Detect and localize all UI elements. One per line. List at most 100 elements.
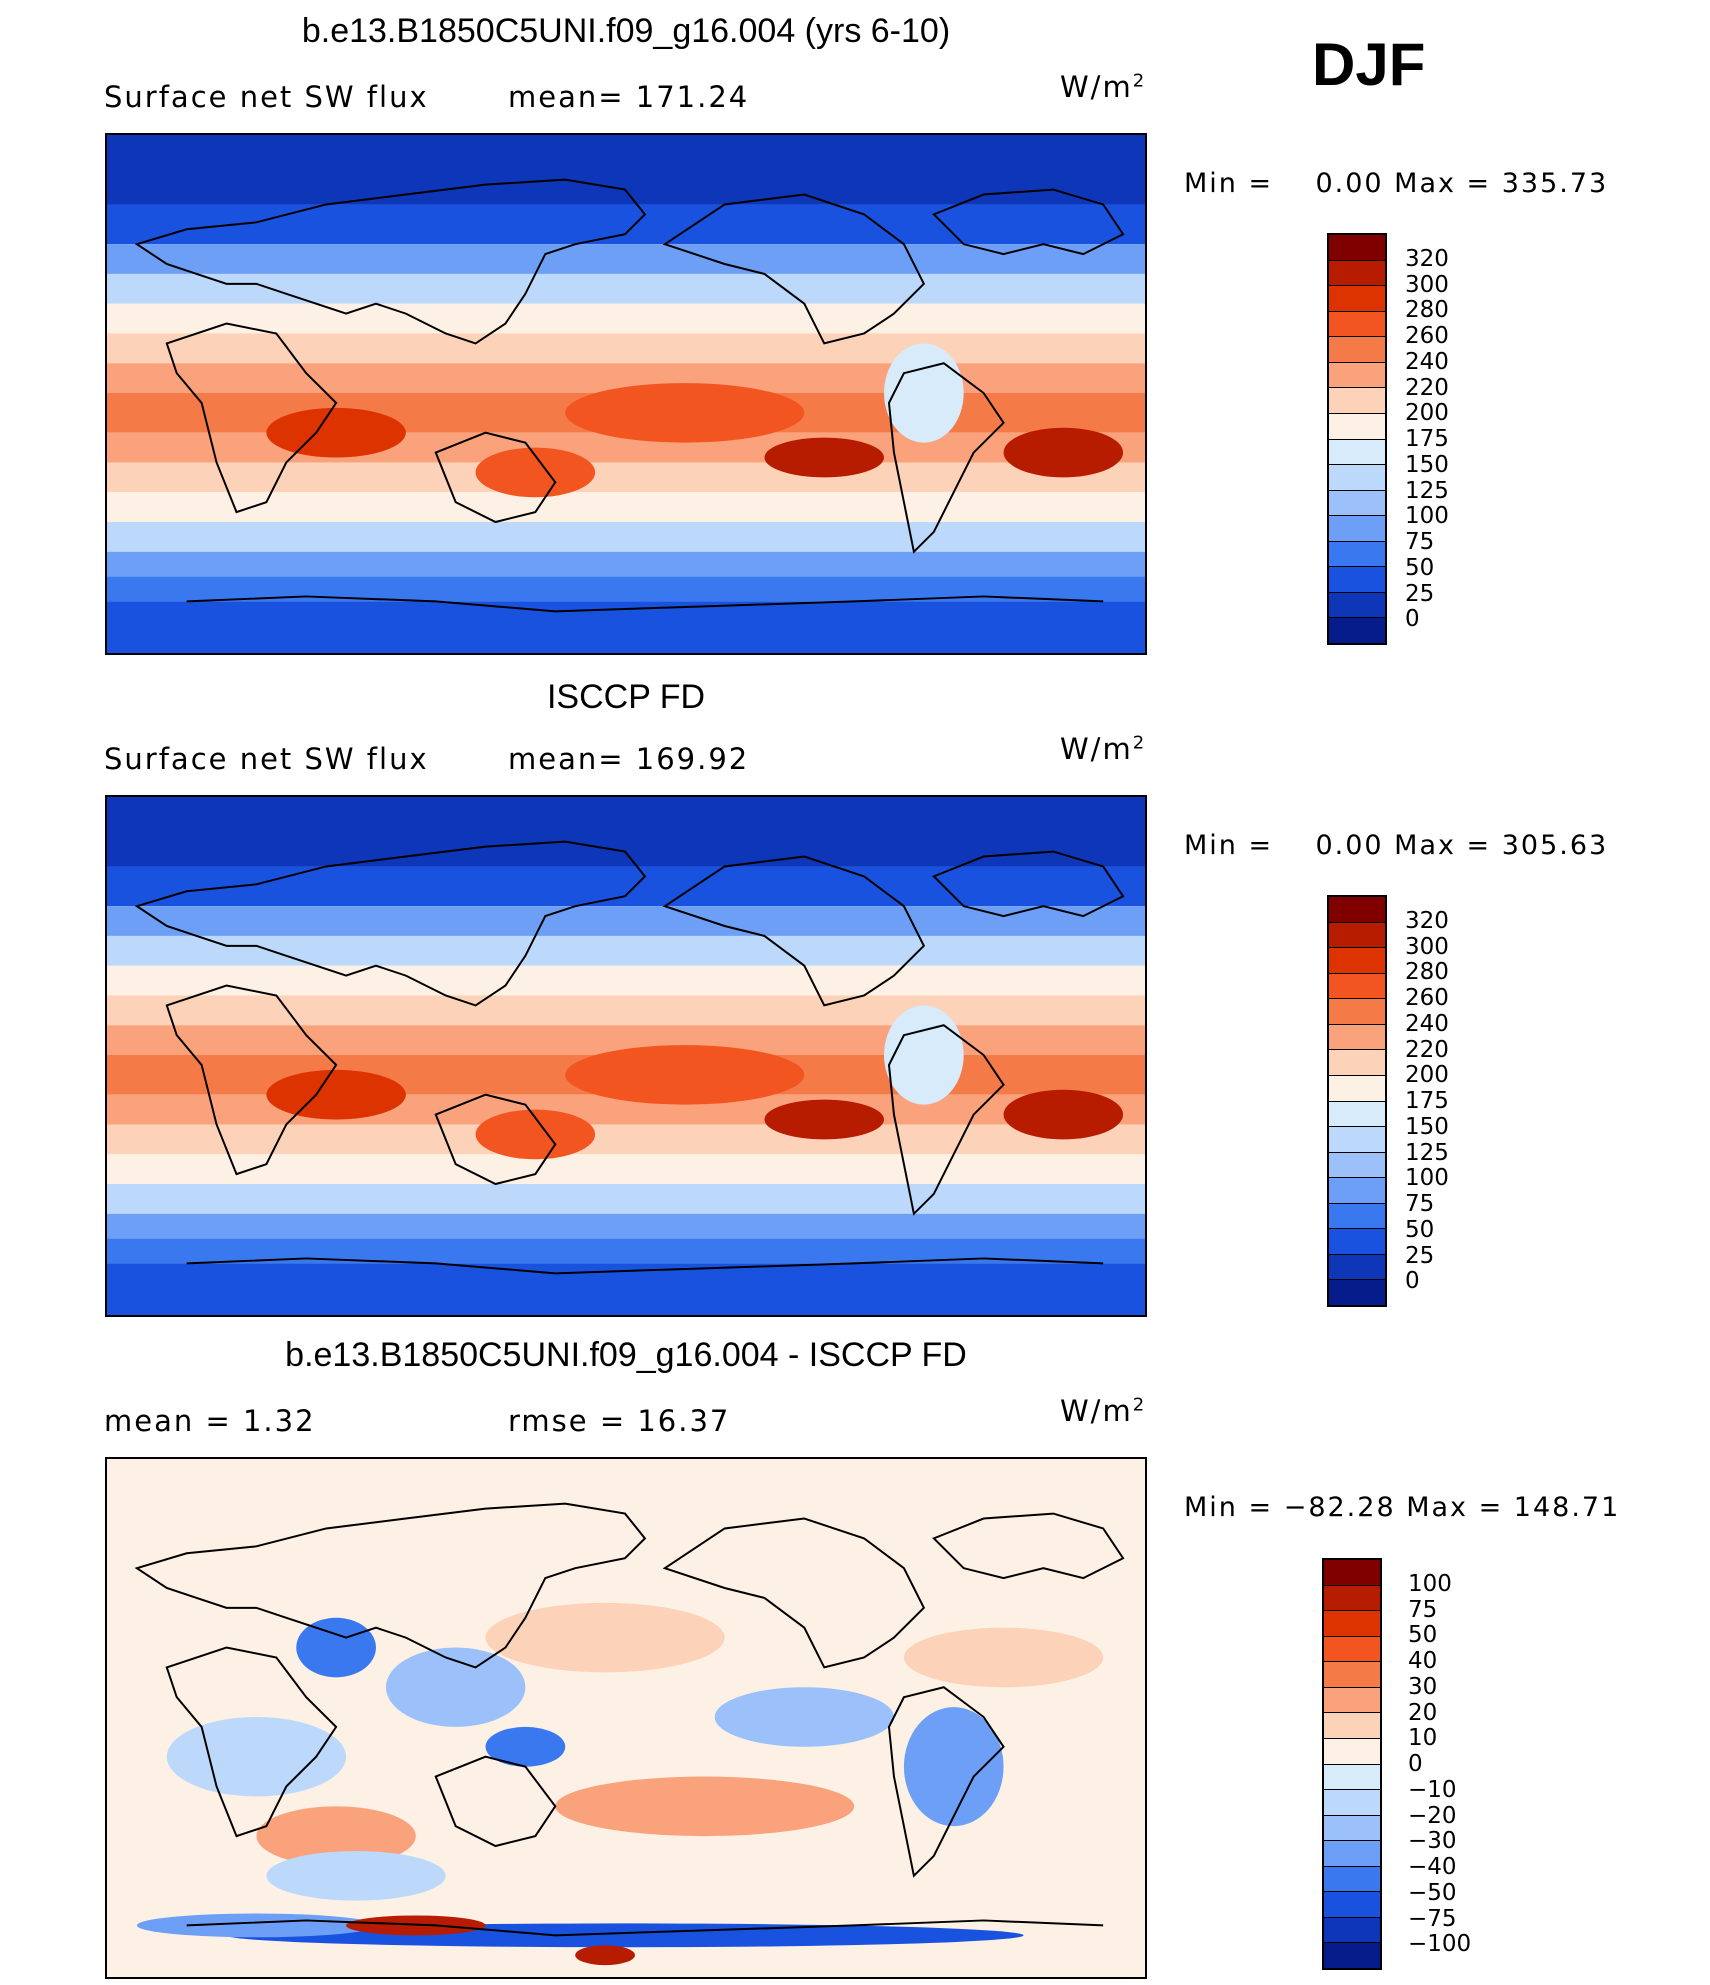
colorbar-swatch bbox=[1329, 592, 1385, 619]
colorbar-tick-label: 100 bbox=[1405, 1165, 1449, 1192]
colorbar-swatch bbox=[1329, 439, 1385, 466]
colorbar-swatch bbox=[1324, 1662, 1380, 1688]
colorbar-swatch bbox=[1329, 567, 1385, 593]
colorbar-swatch bbox=[1324, 1713, 1380, 1739]
colorbar-tick-label: 30 bbox=[1408, 1673, 1438, 1700]
colorbar-swatch bbox=[1324, 1738, 1380, 1765]
panel-1-map bbox=[105, 133, 1147, 655]
colorbar-swatch bbox=[1324, 1585, 1380, 1612]
colorbar-tick-label: 200 bbox=[1405, 400, 1449, 427]
panel-2-mean-label: mean= 169.92 bbox=[508, 742, 750, 776]
colorbar-tick-label: 125 bbox=[1405, 477, 1449, 504]
colorbar-swatch bbox=[1329, 948, 1385, 974]
panel-1-title: b.e13.B1850C5UNI.f09_g16.004 (yrs 6-10) bbox=[301, 12, 951, 50]
panel-2-minmax: Min = 0.00 Max = 305.63 bbox=[1184, 830, 1609, 861]
colorbar-swatch bbox=[1324, 1611, 1380, 1637]
panel-3-minmax: Min = −82.28 Max = 148.71 bbox=[1184, 1492, 1621, 1523]
colorbar-tick-label: 25 bbox=[1405, 1242, 1435, 1269]
colorbar-swatch bbox=[1329, 1075, 1385, 1102]
colorbar-swatch bbox=[1329, 260, 1385, 287]
colorbar-tick-label: 40 bbox=[1408, 1648, 1438, 1674]
panel-3-units: W/m2 bbox=[1060, 1394, 1147, 1428]
panel-1-colorbar-labels: 320 300 280 260 240 220 200 175 150 125 100 75 50 25 0 bbox=[1405, 233, 1485, 645]
colorbar-swatch bbox=[1329, 999, 1385, 1025]
panel-3-rmse-label: rmse = 16.37 bbox=[508, 1404, 731, 1438]
colorbar-tick-label: 50 bbox=[1408, 1622, 1438, 1649]
colorbar-tick-label: 240 bbox=[1405, 348, 1449, 375]
panel-1-mean-label: mean= 171.24 bbox=[508, 80, 750, 114]
colorbar-swatch bbox=[1324, 1892, 1380, 1918]
colorbar-tick-label: −30 bbox=[1408, 1828, 1457, 1855]
colorbar-tick-label: −50 bbox=[1408, 1879, 1457, 1906]
panel-2-map bbox=[105, 795, 1147, 1317]
colorbar-tick-label: 0 bbox=[1405, 1268, 1420, 1295]
colorbar-tick-label: 300 bbox=[1405, 933, 1449, 960]
colorbar-tick-label: 75 bbox=[1405, 1191, 1435, 1217]
panel-3-map bbox=[105, 1457, 1147, 1979]
panel-3-mean-label: mean = 1.32 bbox=[104, 1404, 316, 1438]
colorbar-swatch bbox=[1329, 1127, 1385, 1153]
colorbar-swatch bbox=[1329, 897, 1385, 923]
colorbar-tick-label: 20 bbox=[1408, 1699, 1438, 1726]
colorbar-tick-label: 150 bbox=[1405, 1113, 1449, 1140]
map-field-svg bbox=[107, 797, 1145, 1315]
colorbar-swatch bbox=[1329, 1024, 1385, 1051]
colorbar-tick-label: −75 bbox=[1408, 1905, 1457, 1932]
colorbar-tick-label: 50 bbox=[1405, 554, 1435, 581]
colorbar-tick-label: 260 bbox=[1405, 323, 1449, 349]
colorbar-tick-label: 220 bbox=[1405, 374, 1449, 401]
colorbar-tick-label: 125 bbox=[1405, 1139, 1449, 1166]
colorbar-swatch bbox=[1329, 337, 1385, 363]
colorbar-swatch bbox=[1324, 1943, 1380, 1968]
colorbar-swatch bbox=[1324, 1841, 1380, 1867]
colorbar-tick-label: 10 bbox=[1408, 1725, 1438, 1752]
panel-1-units: W/m2 bbox=[1060, 70, 1147, 104]
colorbar-swatch bbox=[1329, 286, 1385, 312]
colorbar-tick-label: 300 bbox=[1405, 271, 1449, 298]
colorbar-swatch bbox=[1324, 1866, 1380, 1893]
colorbar-swatch bbox=[1329, 362, 1385, 389]
panel-1-minmax: Min = 0.00 Max = 335.73 bbox=[1184, 168, 1609, 199]
colorbar-tick-label: 175 bbox=[1405, 426, 1449, 452]
colorbar-swatch bbox=[1329, 413, 1385, 440]
colorbar-tick-label: −100 bbox=[1408, 1931, 1472, 1958]
season-label: DJF bbox=[1312, 31, 1426, 98]
colorbar-tick-label: 200 bbox=[1405, 1062, 1449, 1089]
panel-2-variable-label: Surface net SW flux bbox=[104, 742, 429, 776]
panel-3-title: b.e13.B1850C5UNI.f09_g16.004 - ISCCP FD bbox=[285, 1336, 967, 1374]
colorbar-swatch bbox=[1329, 922, 1385, 949]
colorbar-tick-label: −20 bbox=[1408, 1802, 1457, 1829]
colorbar-swatch bbox=[1329, 490, 1385, 517]
colorbar-swatch bbox=[1329, 388, 1385, 414]
colorbar-tick-label: 280 bbox=[1405, 297, 1449, 324]
panel-2-colorbar bbox=[1327, 895, 1387, 1307]
colorbar-swatch bbox=[1329, 1203, 1385, 1230]
colorbar-swatch bbox=[1329, 1178, 1385, 1204]
colorbar-swatch bbox=[1329, 1050, 1385, 1076]
colorbar-swatch bbox=[1329, 311, 1385, 338]
colorbar-tick-label: 320 bbox=[1405, 245, 1449, 272]
colorbar-swatch bbox=[1324, 1764, 1380, 1791]
panel-2-colorbar-labels: 320 300 280 260 240 220 200 175 150 125 100 75 50 25 0 bbox=[1405, 895, 1485, 1307]
colorbar-tick-label: 280 bbox=[1405, 959, 1449, 986]
colorbar-swatch bbox=[1329, 541, 1385, 568]
colorbar-swatch bbox=[1324, 1790, 1380, 1816]
colorbar-swatch bbox=[1324, 1560, 1380, 1586]
colorbar-swatch bbox=[1324, 1636, 1380, 1663]
colorbar-swatch bbox=[1324, 1917, 1380, 1944]
colorbar-swatch bbox=[1329, 235, 1385, 261]
colorbar-tick-label: 260 bbox=[1405, 985, 1449, 1011]
panel-2-title: ISCCP FD bbox=[546, 678, 706, 716]
panel-3-colorbar bbox=[1322, 1558, 1382, 1970]
colorbar-swatch bbox=[1329, 618, 1385, 643]
colorbar-tick-label: 75 bbox=[1408, 1596, 1438, 1623]
colorbar-tick-label: −40 bbox=[1408, 1854, 1457, 1880]
colorbar-swatch bbox=[1324, 1687, 1380, 1714]
colorbar-tick-label: 50 bbox=[1405, 1216, 1435, 1243]
colorbar-swatch bbox=[1329, 465, 1385, 491]
colorbar-swatch bbox=[1329, 1254, 1385, 1281]
colorbar-tick-label: 175 bbox=[1405, 1088, 1449, 1114]
panel-2-units: W/m2 bbox=[1060, 732, 1147, 766]
colorbar-tick-label: 25 bbox=[1405, 580, 1435, 607]
colorbar-tick-label: 240 bbox=[1405, 1010, 1449, 1037]
